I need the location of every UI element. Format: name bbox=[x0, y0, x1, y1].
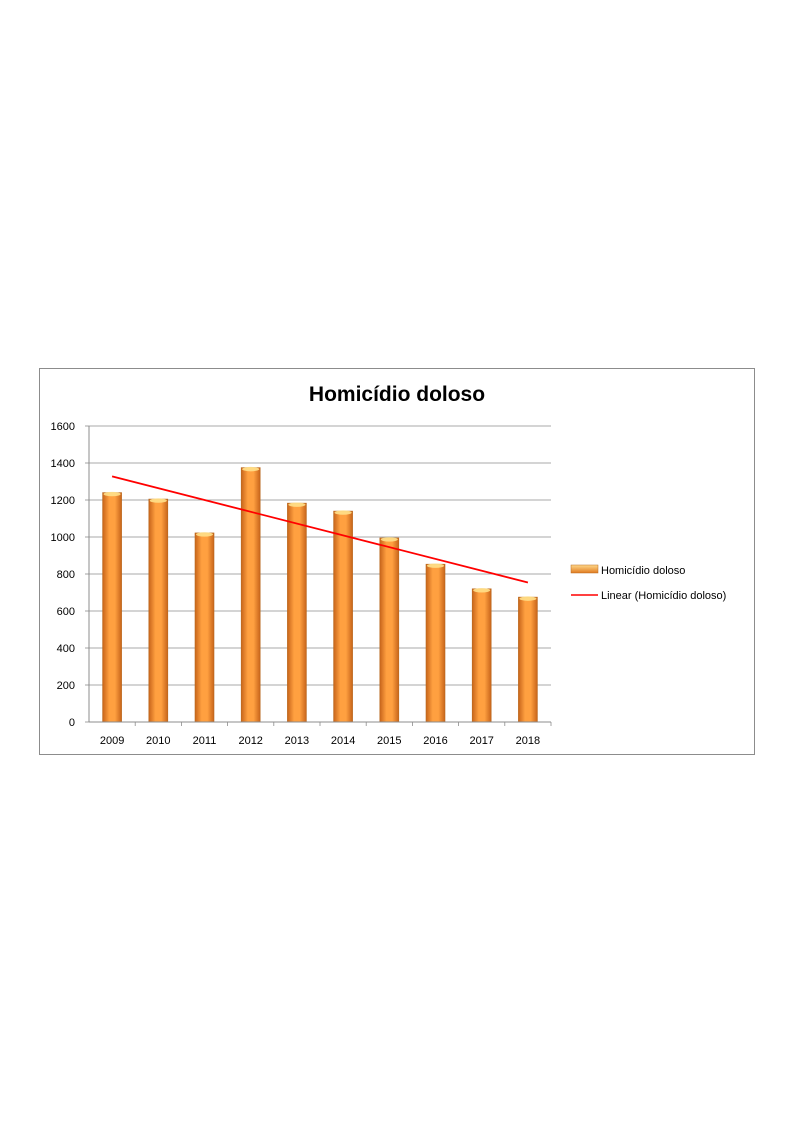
x-axis-ticks: 2009 2010 2011 2012 2013 2014 2015 2016 2017 2018 bbox=[100, 722, 552, 747]
bar-highlight bbox=[380, 537, 398, 542]
bar-highlight bbox=[103, 491, 121, 497]
bar bbox=[287, 502, 307, 723]
bar-highlight bbox=[242, 466, 260, 472]
bar bbox=[102, 492, 122, 723]
bar-highlight bbox=[334, 510, 352, 515]
bar bbox=[148, 498, 169, 723]
y-tick-label: 600 bbox=[57, 606, 75, 618]
bar-highlight bbox=[149, 498, 167, 503]
y-tick-label: 400 bbox=[57, 643, 75, 655]
bar bbox=[379, 537, 400, 723]
x-tick-label: 2018 bbox=[516, 735, 540, 747]
x-tick-label: 2012 bbox=[238, 735, 262, 747]
legend-label-trendline: Linear (Homicídio doloso) bbox=[601, 590, 726, 602]
bar bbox=[425, 563, 446, 723]
x-tick-label: 2014 bbox=[331, 735, 355, 747]
bars bbox=[102, 466, 538, 723]
axes bbox=[88, 426, 551, 723]
y-tick-label: 1400 bbox=[51, 458, 75, 470]
x-tick-label: 2013 bbox=[285, 735, 309, 747]
x-tick-label: 2011 bbox=[193, 735, 217, 747]
bar-highlight bbox=[519, 596, 537, 601]
bar-highlight bbox=[196, 532, 213, 537]
y-tick-label: 1000 bbox=[51, 532, 75, 544]
legend: Homicídio doloso Linear (Homicídio dolos… bbox=[570, 564, 726, 602]
legend-label-series: Homicídio doloso bbox=[601, 565, 685, 577]
bar bbox=[518, 596, 538, 723]
x-tick-label: 2010 bbox=[146, 735, 170, 747]
chart-frame: Homicídio doloso 0 200 400 600 800 1000 1200 14… bbox=[39, 368, 755, 755]
x-tick-label: 2016 bbox=[423, 735, 447, 747]
y-tick-label: 0 bbox=[69, 717, 75, 729]
bar-highlight bbox=[427, 563, 444, 568]
trendline-layer bbox=[111, 475, 529, 584]
bar-chart: Homicídio doloso 0 200 400 600 800 1000 1200 14… bbox=[51, 383, 727, 747]
bar-highlight bbox=[288, 502, 306, 507]
y-tick-label: 1600 bbox=[51, 421, 75, 433]
x-tick-label: 2017 bbox=[469, 735, 493, 747]
bar-highlight bbox=[473, 588, 491, 593]
y-axis-ticks: 0 200 400 600 800 1000 1200 1400 1600 bbox=[51, 421, 89, 729]
bar bbox=[333, 510, 353, 723]
legend-swatch-series bbox=[570, 564, 599, 574]
y-tick-label: 1200 bbox=[51, 495, 75, 507]
trendline bbox=[111, 475, 529, 584]
x-tick-label: 2015 bbox=[377, 735, 401, 747]
y-tick-label: 800 bbox=[57, 569, 75, 581]
bar bbox=[471, 588, 492, 723]
x-tick-label: 2009 bbox=[100, 735, 124, 747]
bar bbox=[240, 467, 261, 723]
chart-title: Homicídio doloso bbox=[309, 383, 485, 406]
y-tick-label: 200 bbox=[57, 680, 75, 692]
bar bbox=[194, 532, 215, 723]
